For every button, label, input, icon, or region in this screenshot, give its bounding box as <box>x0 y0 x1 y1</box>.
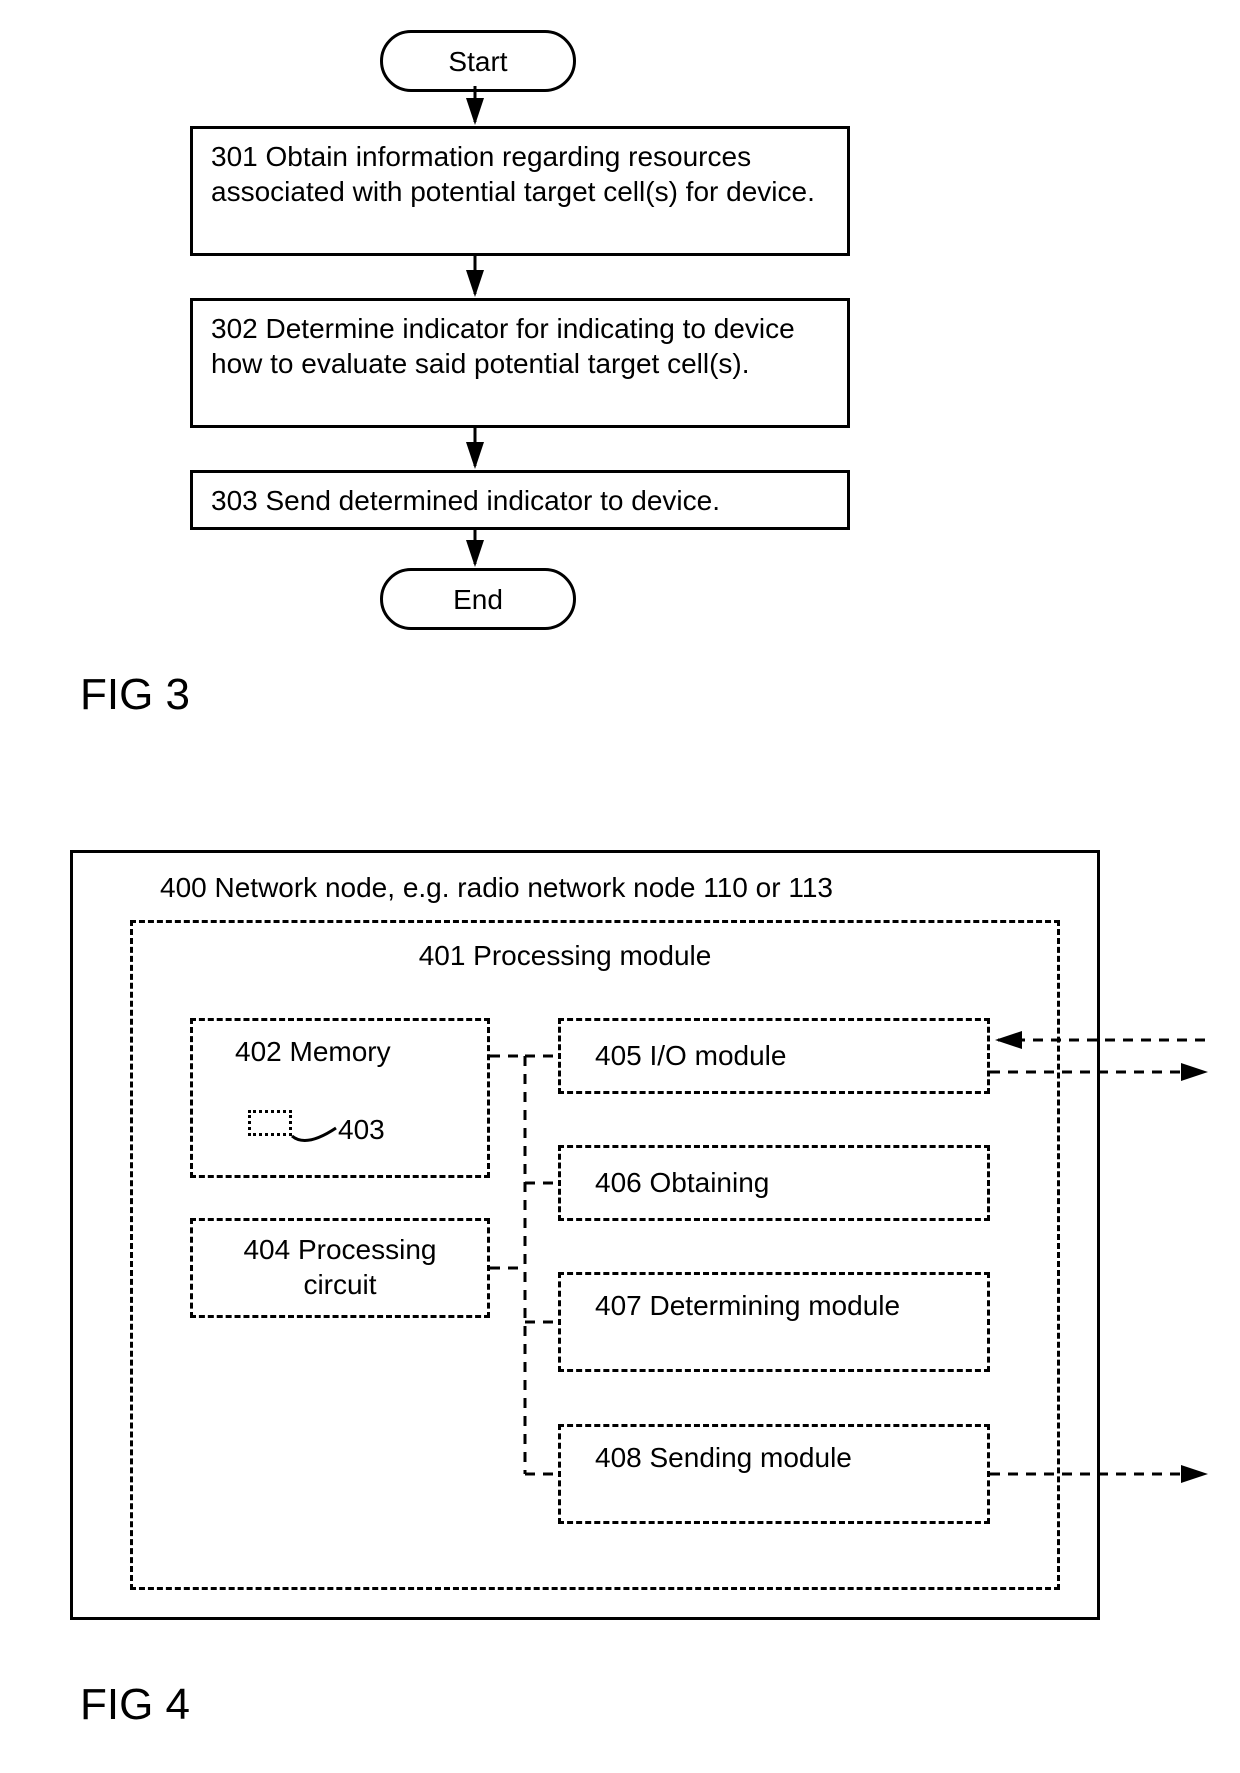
figure-4-caption: FIG 4 <box>80 1680 190 1730</box>
processing-circuit-label: 404 Processing circuit <box>210 1232 470 1302</box>
end-label: End <box>453 582 503 617</box>
step-301-text: 301 Obtain information regarding resourc… <box>211 139 829 209</box>
obtaining-text: 406 Obtaining <box>595 1167 769 1198</box>
memory-item-box <box>248 1110 292 1136</box>
flow-step-301: 301 Obtain information regarding resourc… <box>190 126 850 256</box>
obtaining-label: 406 Obtaining <box>595 1165 769 1200</box>
step-302-text: 302 Determine indicator for indicating t… <box>211 311 829 381</box>
flow-step-303: 303 Send determined indicator to device. <box>190 470 850 530</box>
step-303-text: 303 Send determined indicator to device. <box>211 483 720 518</box>
sending-label: 408 Sending module <box>595 1440 955 1475</box>
determining-text: 407 Determining module <box>595 1290 900 1321</box>
flow-start: Start <box>380 30 576 92</box>
figure-3-caption: FIG 3 <box>80 670 190 720</box>
processing-circuit-text: 404 Processing circuit <box>243 1234 436 1300</box>
fig3-caption-text: FIG 3 <box>80 670 190 719</box>
memory-item-label: 403 <box>338 1112 385 1147</box>
memory-item-text: 403 <box>338 1114 385 1145</box>
processing-module-text: 401 Processing module <box>419 940 712 971</box>
memory-label: 402 Memory <box>235 1034 391 1069</box>
network-node-title-text: 400 Network node, e.g. radio network nod… <box>160 872 833 903</box>
flow-end: End <box>380 568 576 630</box>
flow-step-302: 302 Determine indicator for indicating t… <box>190 298 850 428</box>
io-module-text: 405 I/O module <box>595 1040 786 1071</box>
fig4-caption-text: FIG 4 <box>80 1680 190 1729</box>
sending-text: 408 Sending module <box>595 1442 852 1473</box>
determining-label: 407 Determining module <box>595 1288 955 1323</box>
memory-text: 402 Memory <box>235 1036 391 1067</box>
start-label: Start <box>448 44 507 79</box>
io-module-label: 405 I/O module <box>595 1038 786 1073</box>
processing-module-title: 401 Processing module <box>340 938 790 973</box>
network-node-title: 400 Network node, e.g. radio network nod… <box>160 870 1040 905</box>
